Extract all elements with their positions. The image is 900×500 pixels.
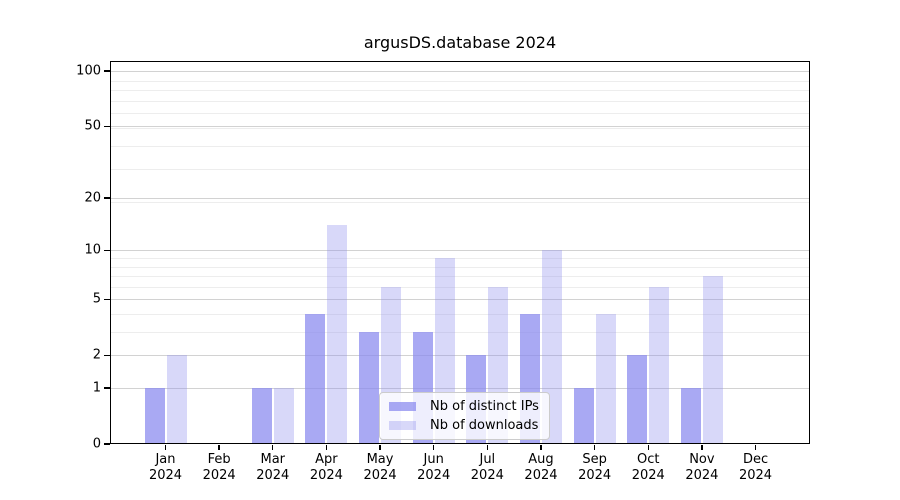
x-tick-label-nov: Nov 2024 [685, 452, 719, 483]
legend-swatch-downloads [389, 421, 416, 430]
x-tick-label-may: May 2024 [363, 452, 397, 483]
gridline-major [110, 71, 810, 73]
x-tick-mark [647, 445, 649, 450]
x-tick-label-dec: Dec 2024 [738, 452, 773, 483]
x-tick-mark [701, 445, 703, 450]
y-tick-label: 2 [92, 347, 101, 363]
y-tick-mark [104, 125, 110, 128]
bar-downloads-nov [702, 276, 723, 444]
legend-label-distinct-ips: Nb of distinct IPs [430, 399, 539, 414]
x-tick-mark [593, 445, 596, 450]
bar-distinct-ips-apr [305, 314, 326, 444]
x-tick-label-jul: Jul 2024 [470, 452, 504, 483]
y-tick-label: 5 [92, 291, 101, 307]
bar-distinct-ips-oct [627, 355, 648, 444]
gridline-minor [110, 266, 810, 268]
y-tick-mark [104, 443, 110, 445]
x-tick-mark [272, 445, 274, 450]
y-tick-label: 20 [84, 190, 101, 206]
x-tick-label-sep: Sep 2024 [578, 452, 612, 483]
y-tick-mark [104, 197, 110, 199]
bar-downloads-apr [327, 225, 348, 444]
bar-distinct-ips-may [359, 332, 380, 444]
y-tick-mark [104, 387, 110, 389]
gridline-major [110, 198, 810, 200]
x-tick-label-aug: Aug 2024 [524, 452, 558, 483]
gridline-major [110, 126, 810, 128]
gridline-major [110, 388, 810, 389]
legend-entry-downloads: Nb of downloads [389, 418, 539, 433]
x-tick-label-jun: Jun 2024 [417, 452, 451, 483]
gridline-minor [110, 286, 810, 288]
legend-label-downloads: Nb of downloads [430, 418, 539, 433]
gridline-minor [110, 313, 810, 315]
y-tick-label: 10 [84, 242, 101, 258]
gridline-minor [110, 80, 810, 82]
gridline-minor [110, 113, 810, 115]
y-tick-label: 100 [76, 63, 101, 79]
bar-distinct-ips-jan [144, 388, 165, 444]
x-tick-label-apr: Apr 2024 [309, 452, 343, 483]
gridline-major [110, 355, 810, 357]
gridline-major [110, 299, 810, 301]
bar-downloads-jan [166, 355, 187, 444]
gridline-minor [110, 100, 810, 102]
gridline-minor [110, 276, 810, 278]
gridline-minor [110, 90, 810, 92]
y-tick-mark [104, 249, 110, 251]
legend-entry-distinct-ips: Nb of distinct IPs [389, 399, 539, 414]
bar-downloads-oct [649, 286, 670, 444]
x-tick-mark [379, 445, 381, 450]
y-tick-mark [104, 354, 110, 356]
x-tick-mark [540, 445, 542, 450]
legend-swatch-distinct-ips [389, 402, 416, 411]
gridline-minor [110, 146, 810, 148]
plot-area: 0 1 2 5 10 20 50 100 Jan 2024 Feb 2024 Mar 2024 Apr 20… [76, 61, 810, 483]
x-tick-mark [325, 445, 328, 450]
x-tick-label-feb: Feb 2024 [202, 452, 236, 483]
bar-distinct-ips-mar [251, 388, 272, 444]
y-tick-mark [104, 298, 110, 300]
bar-downloads-sep [595, 314, 616, 444]
legend: Nb of distinct IPs Nb of downloads [379, 392, 550, 440]
x-tick-mark [164, 445, 167, 450]
x-tick-mark [754, 445, 757, 450]
x-tick-mark [433, 445, 435, 450]
gridline-minor [110, 258, 810, 259]
x-tick-label-jan: Jan 2024 [148, 452, 183, 483]
y-tick-mark [104, 70, 110, 72]
x-tick-label-mar: Mar 2024 [256, 452, 290, 483]
bar-distinct-ips-nov [680, 388, 701, 444]
y-tick-label: 50 [84, 118, 101, 134]
gridline-minor [110, 332, 810, 334]
gridline-minor [110, 127, 810, 129]
gridline-minor [110, 202, 810, 203]
bar-distinct-ips-sep [573, 388, 594, 444]
gridline-minor [110, 169, 810, 171]
chart-title: argusDS.database 2024 [363, 33, 557, 52]
bar-downloads-mar [273, 388, 294, 444]
gridline-major [110, 250, 810, 252]
x-tick-label-oct: Oct 2024 [631, 452, 665, 483]
y-tick-label: 1 [92, 380, 101, 396]
x-tick-mark [486, 445, 489, 450]
x-tick-mark [218, 445, 220, 450]
y-tick-label: 0 [92, 436, 101, 452]
